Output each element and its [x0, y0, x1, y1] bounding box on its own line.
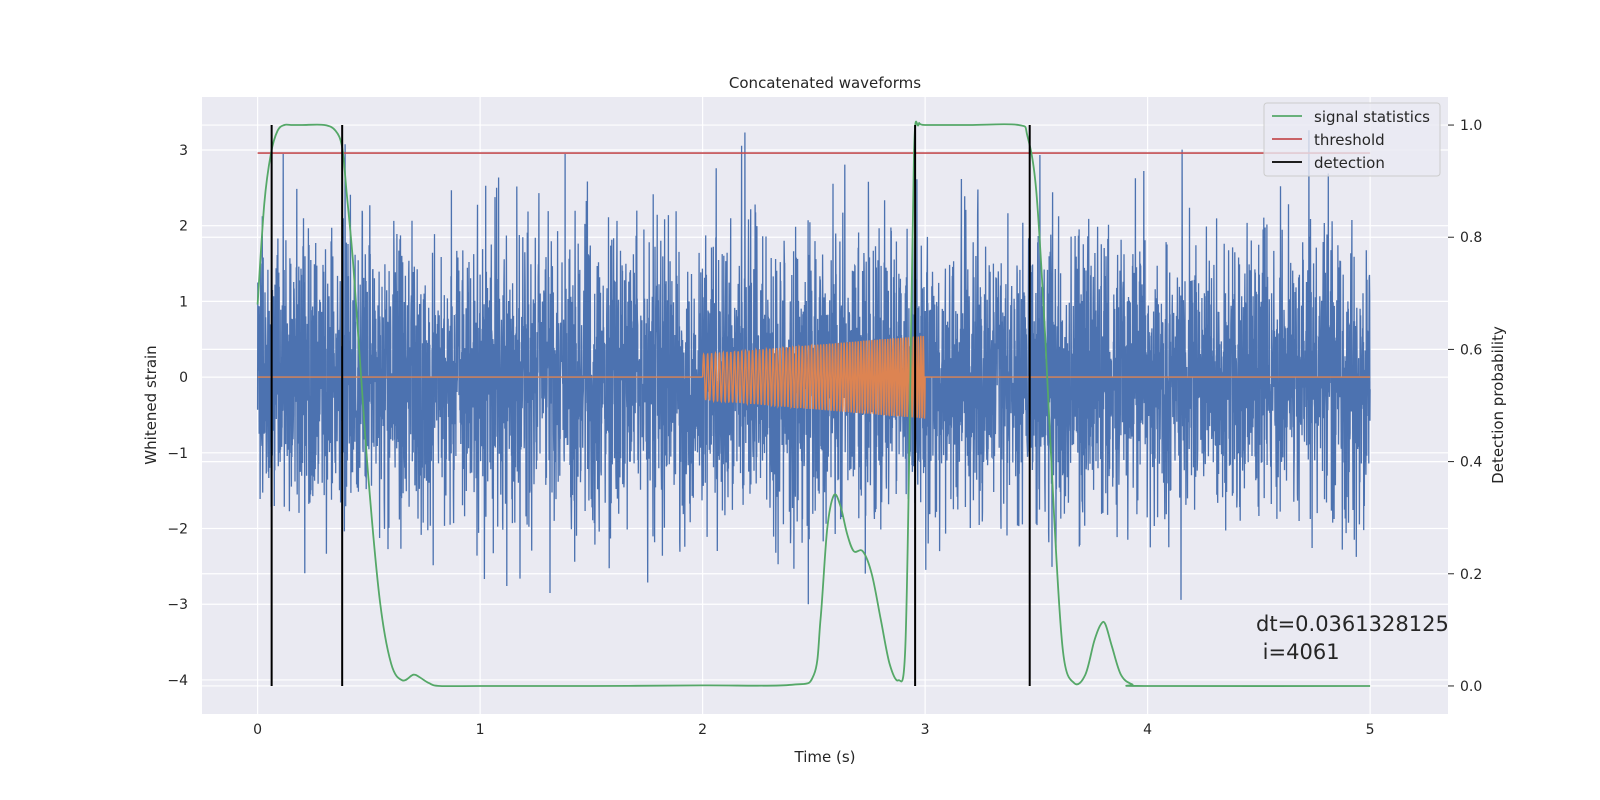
y2-tick-label: 1.0	[1460, 118, 1482, 134]
chart-area: 0 1 2 3 4 5 3 2 1 0 −1 −2 −3 −4 1.0 0.8 0.6 0.4 0.2 0.0	[167, 97, 1482, 738]
y2-tick-label: 0.8	[1460, 230, 1482, 246]
y-tick-label: 2	[179, 219, 188, 235]
chart-title: Concatenated waveforms	[729, 74, 921, 92]
x-axis-label: Time (s)	[794, 748, 856, 766]
y-tick-label: −4	[167, 673, 188, 689]
y-tick-label: −3	[167, 597, 188, 613]
signal-statistics-line	[256, 120, 1371, 688]
series-layer	[256, 120, 1371, 688]
annotation-dt: dt=0.0361328125	[1256, 612, 1449, 636]
x-tick-label: 2	[698, 722, 707, 738]
x-tick-label: 0	[253, 722, 262, 738]
annotation: dt=0.0361328125 i=4061	[1256, 612, 1449, 664]
strain-line	[256, 130, 1371, 605]
y2-tick-label: 0.2	[1460, 567, 1482, 583]
y-tick-label: 3	[179, 143, 188, 159]
x-tick-label: 3	[921, 722, 930, 738]
x-tick-label: 5	[1366, 722, 1375, 738]
y-tick-label: 1	[179, 294, 188, 310]
annotation-index: i=4061	[1256, 640, 1340, 664]
y-tick-label: 0	[179, 370, 188, 386]
legend-frame	[1263, 102, 1441, 177]
y2-tick-label: 0.0	[1460, 679, 1482, 695]
y2-tick-label: 0.4	[1460, 455, 1482, 471]
legend-label-signal-statistics: signal statistics	[1314, 108, 1430, 126]
y-tick-label: −2	[167, 522, 188, 538]
axes: 0 1 2 3 4 5 3 2 1 0 −1 −2 −3 −4 1.0 0.8 0.6 0.4 0.2 0.0	[167, 118, 1482, 738]
x-tick-label: 4	[1143, 722, 1152, 738]
y2-tick-label: 0.6	[1460, 342, 1482, 358]
injection-line	[257, 335, 1371, 419]
legend: signal statistics threshold detection	[1263, 102, 1441, 177]
y2-axis-label: Detection probability	[1489, 326, 1507, 484]
y-tick-label: −1	[167, 446, 188, 462]
legend-label-threshold: threshold	[1314, 131, 1385, 149]
legend-label-detection: detection	[1314, 154, 1385, 172]
x-tick-label: 1	[476, 722, 485, 738]
y-axis-label: Whitened strain	[142, 345, 160, 464]
